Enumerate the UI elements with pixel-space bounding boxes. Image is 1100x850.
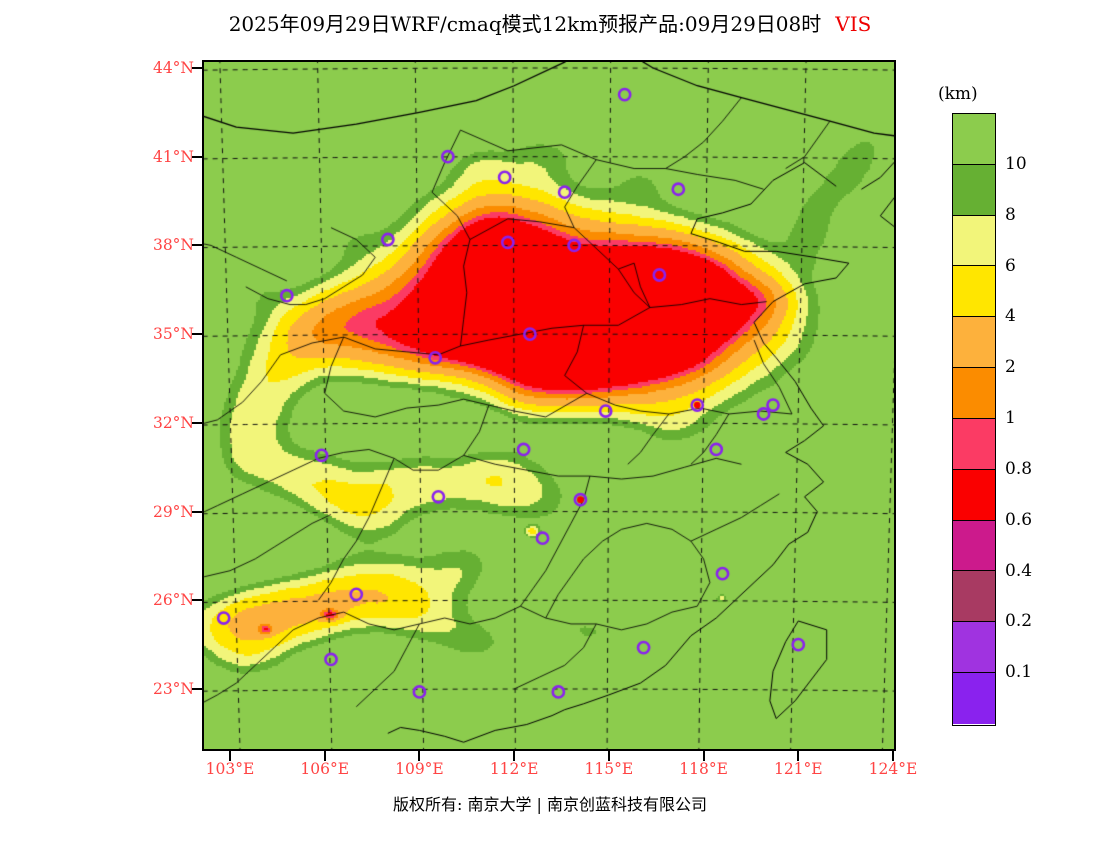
- colorbar-band[interactable]: [953, 114, 995, 165]
- latitude-tick-label: 26°N: [152, 591, 194, 610]
- latitude-tick-label: 35°N: [152, 325, 194, 344]
- colorbar-tick-label: 8: [1005, 204, 1016, 225]
- latitude-tick-mark: [192, 421, 202, 424]
- longitude-tick-label: 115°E: [584, 760, 634, 778]
- title-variable-label: VIS: [835, 12, 872, 36]
- visibility-heatmap-canvas[interactable]: [204, 62, 894, 749]
- latitude-tick-label: 38°N: [152, 236, 194, 255]
- latitude-tick-mark: [192, 688, 202, 690]
- colorbar-band[interactable]: [953, 520, 995, 572]
- colorbar-band[interactable]: [953, 317, 995, 369]
- longitude-tick-mark: [418, 751, 421, 761]
- colorbar-band[interactable]: [953, 673, 995, 724]
- colorbar-band[interactable]: [953, 215, 995, 267]
- latitude-tick: 38°N: [120, 236, 202, 254]
- colorbar-tick-label: 2: [1005, 357, 1016, 378]
- colorbar-band[interactable]: [953, 266, 995, 318]
- page-title: 2025年09月29日WRF/cmaq模式12km预报产品:09月29日08时 V…: [0, 8, 1100, 37]
- latitude-tick-label: 29°N: [152, 502, 194, 521]
- colorbar-band[interactable]: [953, 469, 995, 521]
- longitude-tick-label: 124°E: [868, 760, 918, 778]
- latitude-tick-mark: [192, 155, 202, 158]
- colorbar-tick-label: 0.8: [1005, 458, 1033, 479]
- colorbar-band[interactable]: [953, 164, 995, 216]
- longitude-tick-label: 103°E: [205, 760, 255, 778]
- longitude-tick-label: 109°E: [395, 760, 444, 778]
- colorbar-band[interactable]: [953, 622, 995, 674]
- latitude-tick: 44°N: [120, 59, 202, 77]
- latitude-tick: 23°N: [120, 680, 202, 698]
- latitude-tick: 29°N: [120, 503, 202, 521]
- colorbar-tick-label: 0.6: [1005, 509, 1033, 530]
- latitude-tick: 41°N: [120, 148, 202, 166]
- latitude-tick-label: 44°N: [152, 59, 194, 77]
- latitude-tick-mark: [192, 333, 202, 336]
- longitude-tick-mark: [702, 751, 705, 761]
- colorbar-tick-label: 6: [1005, 255, 1016, 276]
- longitude-tick-mark: [229, 751, 231, 761]
- latitude-tick: 35°N: [120, 325, 202, 343]
- colorbar-unit-label: (km): [938, 84, 978, 104]
- latitude-tick-mark: [192, 244, 202, 247]
- copyright-footer: 版权所有: 南京大学 | 南京创蓝科技有限公司: [392, 795, 708, 814]
- latitude-tick-mark: [192, 510, 202, 513]
- longitude-tick-mark: [607, 751, 610, 761]
- colorbar-tick-label: 10: [1005, 153, 1027, 174]
- latitude-tick: 32°N: [120, 414, 202, 432]
- longitude-tick-mark: [797, 751, 800, 761]
- colorbar-tick-label: 0.2: [1005, 611, 1033, 632]
- title-main-text: 2025年09月29日WRF/cmaq模式12km预报产品:09月29日08时: [228, 12, 822, 36]
- longitude-tick-mark: [513, 751, 516, 761]
- longitude-tick-mark: [323, 751, 326, 761]
- colorbar-tick-label: 0.1: [1005, 662, 1033, 683]
- longitude-tick-mark: [892, 751, 894, 761]
- latitude-tick-label: 41°N: [152, 147, 194, 166]
- colorbar-tick-label: 4: [1005, 306, 1016, 327]
- latitude-tick-mark: [192, 599, 202, 602]
- colorbar-tick-label: 0.4: [1005, 560, 1033, 581]
- colorbar-band[interactable]: [953, 571, 995, 623]
- colorbar[interactable]: [952, 113, 996, 726]
- colorbar-tick-label: 1: [1005, 408, 1016, 428]
- latitude-tick-label: 23°N: [152, 680, 194, 698]
- latitude-tick-label: 32°N: [152, 413, 194, 432]
- longitude-tick-label: 106°E: [300, 760, 350, 778]
- colorbar-band[interactable]: [953, 418, 995, 470]
- latitude-tick-mark: [192, 67, 202, 69]
- forecast-map-plot[interactable]: [202, 60, 896, 751]
- latitude-tick: 26°N: [120, 591, 202, 609]
- longitude-tick-label: 121°E: [773, 760, 823, 778]
- longitude-tick-label: 118°E: [679, 760, 728, 778]
- longitude-tick-label: 112°E: [489, 760, 539, 778]
- colorbar-band[interactable]: [953, 368, 995, 419]
